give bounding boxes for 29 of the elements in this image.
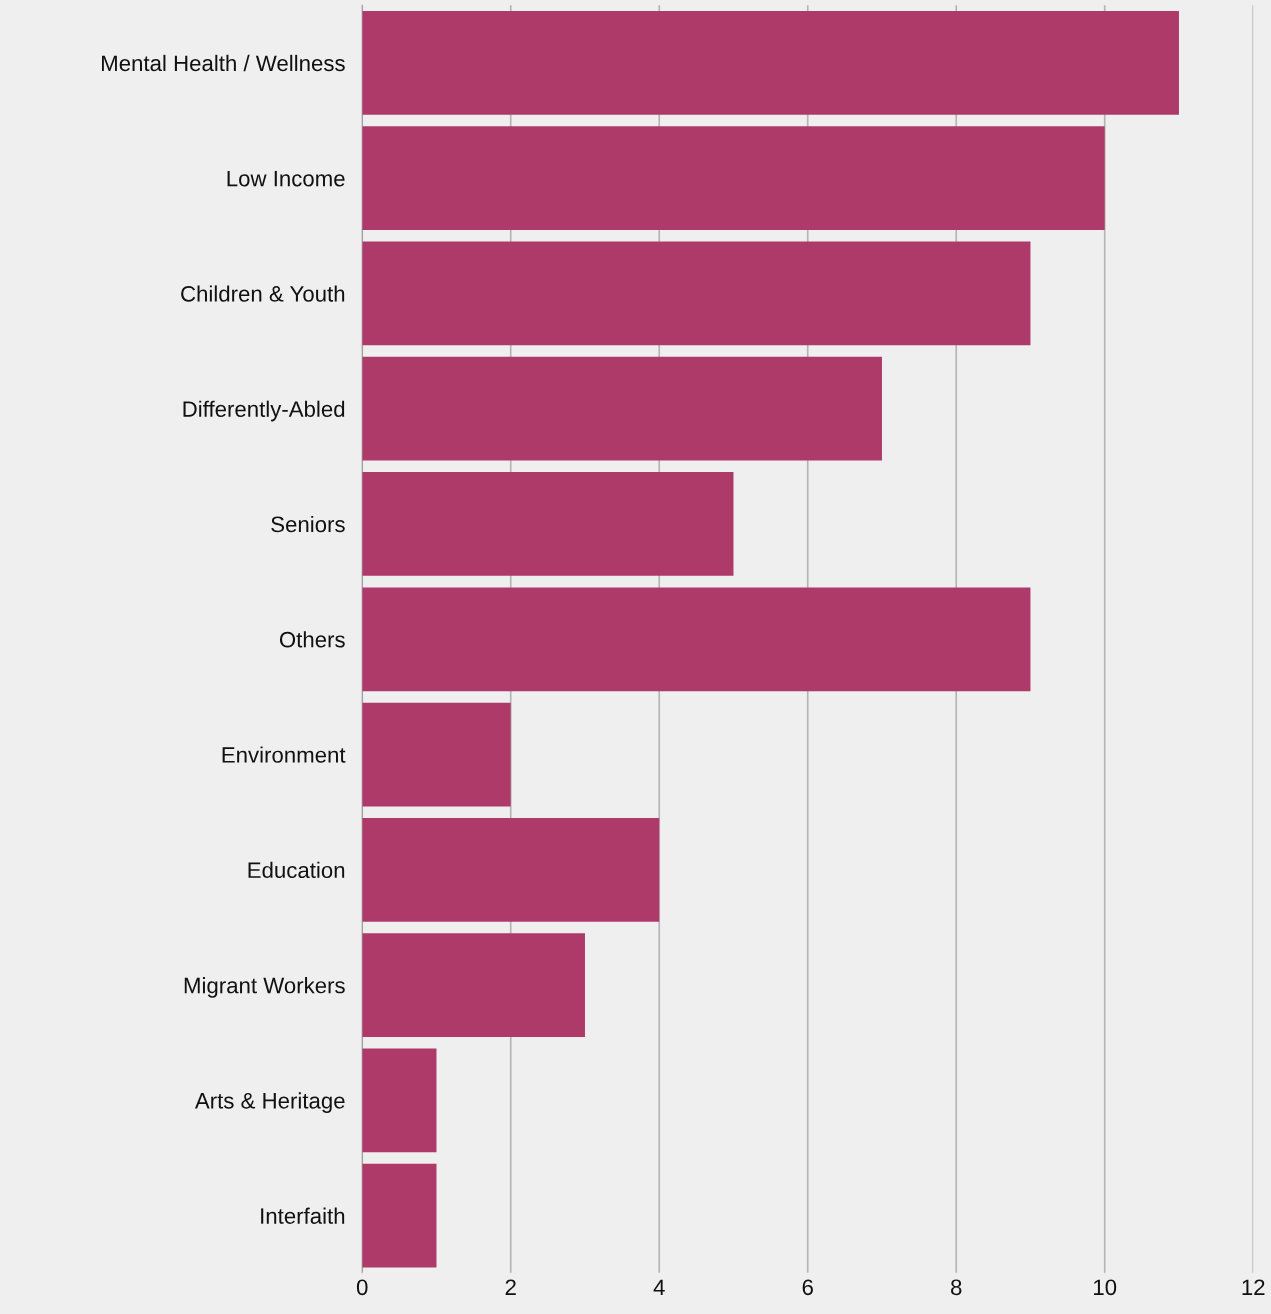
x-tick-label: 4 — [653, 1279, 665, 1295]
bar — [362, 933, 585, 1037]
bar — [362, 126, 1105, 231]
bar — [362, 587, 1031, 692]
bar — [362, 11, 1179, 115]
x-tick-label: 0 — [356, 1279, 368, 1296]
x-tick-label: 12 — [1242, 1279, 1265, 1295]
y-tick-label: Differently-Abled — [183, 400, 345, 422]
y-tick-label: Environment — [222, 746, 346, 763]
bar — [362, 1163, 437, 1268]
bar — [362, 1048, 437, 1153]
y-tick-label: Migrant Workers — [184, 977, 345, 998]
x-tick-label: 2 — [505, 1279, 516, 1295]
bar — [362, 356, 882, 461]
bar — [362, 817, 660, 922]
y-tick-label: Education — [248, 861, 345, 879]
x-tick-label: 6 — [802, 1279, 813, 1296]
x-tick-label: 8 — [951, 1279, 962, 1296]
y-tick-label: Children & Youth — [181, 285, 345, 302]
x-tick-label: 10 — [1094, 1279, 1117, 1296]
y-tick-label: Interfaith — [261, 1207, 345, 1224]
y-tick-label: Low Income — [227, 170, 345, 187]
bar — [362, 472, 734, 576]
bar — [362, 241, 1031, 346]
y-tick-label: Arts & Heritage — [194, 1092, 345, 1114]
bar — [362, 702, 511, 807]
y-tick-label: Seniors — [271, 515, 345, 533]
y-tick-label: Mental Health / Wellness — [102, 54, 345, 72]
y-tick-label: Others — [279, 631, 345, 648]
